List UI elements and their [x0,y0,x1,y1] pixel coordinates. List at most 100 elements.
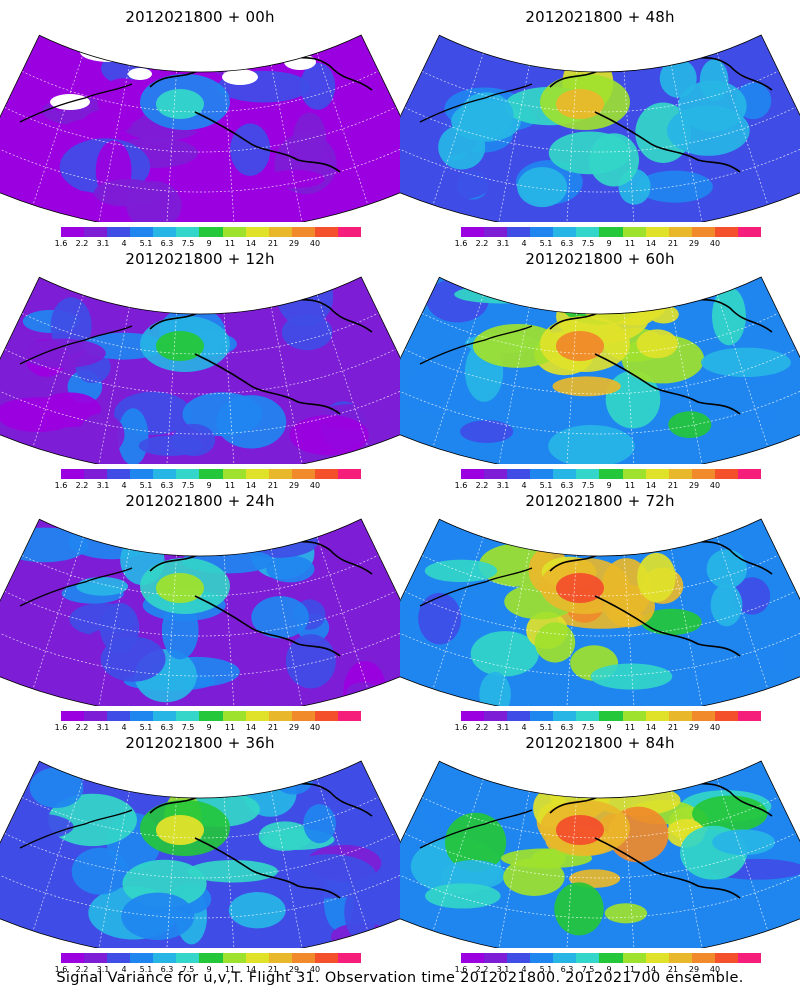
colorbar-swatch [84,953,108,963]
colorbar-swatch [107,469,131,479]
colorbar-swatch [622,227,646,237]
colorbar-tick-label: 4 [121,239,127,248]
colorbar-tick-label: 5.1 [139,239,153,248]
forecast-panel: 2012021800 + 48h 1.6 2.2 3.1 4 5.1 6.3 7.5 9 11 14… [400,4,800,250]
colorbar-tick-label: 7.5 [581,481,595,490]
colorbar-tick-label: 40 [309,723,321,732]
colorbar-swatch [245,711,269,721]
colorbar-swatch [291,227,315,237]
colorbar-swatch [737,469,762,479]
colorbar-swatch [691,227,715,237]
colorbar-swatch [291,953,315,963]
colorbar-tick-label: 9 [606,239,612,248]
colorbar-tick-label: 5.1 [539,723,553,732]
colorbar-swatch [691,711,715,721]
colorbar-tick-label: 3.1 [496,723,510,732]
colorbar-tick-label: 3.1 [96,723,110,732]
colorbar-swatch [668,953,692,963]
colorbar-tick-label: 14 [245,481,257,490]
colorbar-swatch [622,953,646,963]
panel-title: 2012021800 + 24h [125,492,275,510]
colorbar-swatch [668,227,692,237]
colorbar-tick-label: 11 [224,239,236,248]
colorbar-tick-label: 7.5 [181,723,195,732]
colorbar-ticks: 1.6 2.2 3.1 4 5.1 6.3 7.5 9 11 14 21 29 40 [53,481,373,491]
forecast-panel: 2012021800 + 00h 1.6 2.2 3.1 4 5.1 6.3 7.5 9 11 14… [0,4,400,250]
figure-caption: Signal Variance for u,v,T. Flight 31. Ob… [56,970,744,986]
colorbar-swatch [645,469,669,479]
colorbar-tick-label: 40 [709,965,721,974]
colorbar-swatch [461,711,485,721]
colorbar-tick-label: 21 [667,481,679,490]
colorbar-tick-label: 11 [624,723,636,732]
variance-map [400,276,800,464]
colorbar-swatch [714,227,738,237]
colorbar-swatch [553,469,577,479]
colorbar-tick-label: 11 [624,481,636,490]
panel-title: 2012021800 + 00h [125,8,275,26]
colorbar-swatch [130,227,154,237]
colorbar-tick-label: 40 [709,723,721,732]
colorbar-tick-label: 14 [245,723,257,732]
colorbar-ticks: 1.6 2.2 3.1 4 5.1 6.3 7.5 9 11 14 21 29 40 [453,965,773,975]
variance-map [400,34,800,222]
colorbar-swatch [576,227,600,237]
colorbar-tick-label: 21 [667,965,679,974]
colorbar-tick-label: 5.1 [139,723,153,732]
forecast-panel: 2012021800 + 24h 1.6 2.2 3.1 4 5.1 6.3 7.5 9 11 14… [0,488,400,734]
colorbar-tick-label: 1.6 [54,723,68,732]
colorbar-swatch [484,711,508,721]
colorbar-swatch [645,711,669,721]
colorbar-ticks: 1.6 2.2 3.1 4 5.1 6.3 7.5 9 11 14 21 29 40 [53,965,373,975]
colorbar-swatch [153,469,177,479]
colorbar-swatch [268,953,292,963]
colorbar-tick-label: 6.3 [160,239,174,248]
colorbar-swatch [268,227,292,237]
colorbar-tick-label: 7.5 [581,239,595,248]
colorbar-swatch [176,711,200,721]
colorbar-tick-label: 1.6 [454,481,468,490]
colorbar-swatch [314,953,338,963]
colorbar-swatch [222,469,246,479]
colorbar-tick-label: 9 [606,481,612,490]
colorbar [61,711,362,721]
panel-title: 2012021800 + 60h [525,250,675,268]
colorbar-swatch [245,227,269,237]
colorbar-tick-label: 11 [224,481,236,490]
colorbar-swatch [714,953,738,963]
colorbar-swatch [130,711,154,721]
colorbar-tick-label: 29 [288,965,300,974]
colorbar [461,227,762,237]
colorbar-tick-label: 6.3 [160,965,174,974]
colorbar-tick-label: 4 [521,965,527,974]
colorbar-swatch [576,469,600,479]
colorbar-tick-label: 2.2 [75,481,89,490]
panel-title: 2012021800 + 48h [525,8,675,26]
colorbar-tick-label: 21 [267,723,279,732]
colorbar-tick-label: 21 [667,239,679,248]
colorbar-swatch [84,469,108,479]
colorbar-swatch [61,953,85,963]
colorbar-swatch [130,953,154,963]
colorbar-tick-label: 14 [645,723,657,732]
colorbar-swatch [507,711,531,721]
colorbar-tick-label: 1.6 [54,965,68,974]
colorbar-swatch [576,711,600,721]
colorbar-swatch [176,227,200,237]
variance-map [400,518,800,706]
colorbar-swatch [530,469,554,479]
colorbar [61,227,362,237]
colorbar-tick-label: 6.3 [160,723,174,732]
colorbar-swatch [530,711,554,721]
colorbar [61,953,362,963]
colorbar-swatch [107,711,131,721]
colorbar-tick-label: 9 [206,965,212,974]
colorbar-tick-label: 1.6 [54,481,68,490]
colorbar-tick-label: 21 [667,723,679,732]
colorbar-tick-label: 1.6 [54,239,68,248]
colorbar-swatch [461,469,485,479]
forecast-panel: 2012021800 + 84h 1.6 2.2 3.1 4 5.1 6.3 7.5 9 11 14… [400,730,800,976]
colorbar-swatch [153,953,177,963]
colorbar-tick-label: 6.3 [560,481,574,490]
colorbar-tick-label: 29 [688,481,700,490]
